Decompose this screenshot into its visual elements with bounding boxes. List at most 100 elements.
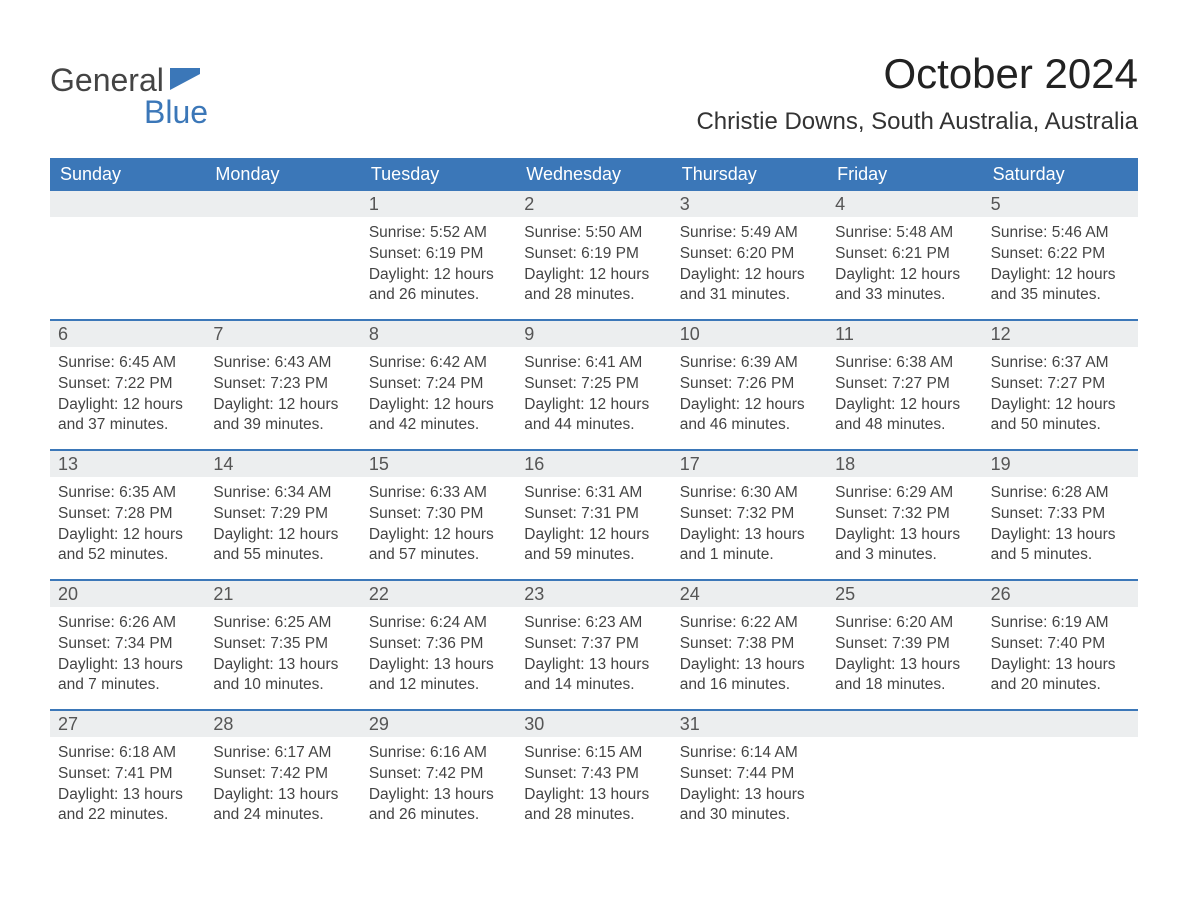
week-row: 1Sunrise: 5:52 AMSunset: 6:19 PMDaylight… xyxy=(50,191,1138,319)
day-content: Sunrise: 6:17 AMSunset: 7:42 PMDaylight:… xyxy=(205,737,360,833)
day-number: 28 xyxy=(205,711,360,737)
logo: General Blue xyxy=(50,50,200,99)
sunrise-text: Sunrise: 6:14 AM xyxy=(680,743,819,763)
sunset-text: Sunset: 7:31 PM xyxy=(524,504,663,524)
sunset-text: Sunset: 7:27 PM xyxy=(991,374,1130,394)
sunset-text: Sunset: 7:41 PM xyxy=(58,764,197,784)
sunrise-text: Sunrise: 6:22 AM xyxy=(680,613,819,633)
day-number: 16 xyxy=(516,451,671,477)
sunrise-text: Sunrise: 6:16 AM xyxy=(369,743,508,763)
sunset-text: Sunset: 6:19 PM xyxy=(369,244,508,264)
daylight-text: Daylight: 13 hours and 24 minutes. xyxy=(213,785,352,825)
sunset-text: Sunset: 7:30 PM xyxy=(369,504,508,524)
daylight-text: Daylight: 12 hours and 42 minutes. xyxy=(369,395,508,435)
calendar: SundayMondayTuesdayWednesdayThursdayFrid… xyxy=(50,158,1138,839)
day-number xyxy=(983,711,1138,737)
sunset-text: Sunset: 6:22 PM xyxy=(991,244,1130,264)
day-header-row: SundayMondayTuesdayWednesdayThursdayFrid… xyxy=(50,158,1138,191)
sunrise-text: Sunrise: 6:38 AM xyxy=(835,353,974,373)
sunset-text: Sunset: 7:44 PM xyxy=(680,764,819,784)
sunrise-text: Sunrise: 6:29 AM xyxy=(835,483,974,503)
day-number: 20 xyxy=(50,581,205,607)
sunset-text: Sunset: 7:32 PM xyxy=(680,504,819,524)
day-cell: 20Sunrise: 6:26 AMSunset: 7:34 PMDayligh… xyxy=(50,581,205,709)
day-number: 9 xyxy=(516,321,671,347)
day-number: 22 xyxy=(361,581,516,607)
day-cell: 22Sunrise: 6:24 AMSunset: 7:36 PMDayligh… xyxy=(361,581,516,709)
logo-flag-icon xyxy=(170,68,200,90)
day-content: Sunrise: 6:23 AMSunset: 7:37 PMDaylight:… xyxy=(516,607,671,703)
daylight-text: Daylight: 12 hours and 57 minutes. xyxy=(369,525,508,565)
week-row: 6Sunrise: 6:45 AMSunset: 7:22 PMDaylight… xyxy=(50,319,1138,449)
sunrise-text: Sunrise: 6:39 AM xyxy=(680,353,819,373)
sunset-text: Sunset: 7:42 PM xyxy=(369,764,508,784)
sunrise-text: Sunrise: 6:20 AM xyxy=(835,613,974,633)
sunrise-text: Sunrise: 6:41 AM xyxy=(524,353,663,373)
day-number: 3 xyxy=(672,191,827,217)
day-content: Sunrise: 6:14 AMSunset: 7:44 PMDaylight:… xyxy=(672,737,827,833)
day-cell: 17Sunrise: 6:30 AMSunset: 7:32 PMDayligh… xyxy=(672,451,827,579)
daylight-text: Daylight: 13 hours and 3 minutes. xyxy=(835,525,974,565)
day-cell xyxy=(983,711,1138,839)
sunrise-text: Sunrise: 5:49 AM xyxy=(680,223,819,243)
daylight-text: Daylight: 13 hours and 26 minutes. xyxy=(369,785,508,825)
sunrise-text: Sunrise: 6:45 AM xyxy=(58,353,197,373)
daylight-text: Daylight: 12 hours and 50 minutes. xyxy=(991,395,1130,435)
day-cell: 24Sunrise: 6:22 AMSunset: 7:38 PMDayligh… xyxy=(672,581,827,709)
daylight-text: Daylight: 13 hours and 18 minutes. xyxy=(835,655,974,695)
sunset-text: Sunset: 7:43 PM xyxy=(524,764,663,784)
daylight-text: Daylight: 13 hours and 5 minutes. xyxy=(991,525,1130,565)
day-content: Sunrise: 6:31 AMSunset: 7:31 PMDaylight:… xyxy=(516,477,671,573)
day-content: Sunrise: 6:45 AMSunset: 7:22 PMDaylight:… xyxy=(50,347,205,443)
sunrise-text: Sunrise: 6:25 AM xyxy=(213,613,352,633)
day-content: Sunrise: 6:20 AMSunset: 7:39 PMDaylight:… xyxy=(827,607,982,703)
day-cell: 31Sunrise: 6:14 AMSunset: 7:44 PMDayligh… xyxy=(672,711,827,839)
sunset-text: Sunset: 7:38 PM xyxy=(680,634,819,654)
day-number: 2 xyxy=(516,191,671,217)
day-content: Sunrise: 6:16 AMSunset: 7:42 PMDaylight:… xyxy=(361,737,516,833)
sunset-text: Sunset: 7:28 PM xyxy=(58,504,197,524)
day-number: 26 xyxy=(983,581,1138,607)
day-content: Sunrise: 6:34 AMSunset: 7:29 PMDaylight:… xyxy=(205,477,360,573)
sunrise-text: Sunrise: 6:17 AM xyxy=(213,743,352,763)
day-number: 14 xyxy=(205,451,360,477)
day-cell: 28Sunrise: 6:17 AMSunset: 7:42 PMDayligh… xyxy=(205,711,360,839)
day-number: 31 xyxy=(672,711,827,737)
day-cell: 16Sunrise: 6:31 AMSunset: 7:31 PMDayligh… xyxy=(516,451,671,579)
sunrise-text: Sunrise: 6:33 AM xyxy=(369,483,508,503)
day-cell: 29Sunrise: 6:16 AMSunset: 7:42 PMDayligh… xyxy=(361,711,516,839)
sunrise-text: Sunrise: 6:30 AM xyxy=(680,483,819,503)
sunrise-text: Sunrise: 5:48 AM xyxy=(835,223,974,243)
day-cell: 13Sunrise: 6:35 AMSunset: 7:28 PMDayligh… xyxy=(50,451,205,579)
daylight-text: Daylight: 13 hours and 28 minutes. xyxy=(524,785,663,825)
day-number: 5 xyxy=(983,191,1138,217)
day-content: Sunrise: 5:50 AMSunset: 6:19 PMDaylight:… xyxy=(516,217,671,313)
day-cell: 30Sunrise: 6:15 AMSunset: 7:43 PMDayligh… xyxy=(516,711,671,839)
day-cell: 2Sunrise: 5:50 AMSunset: 6:19 PMDaylight… xyxy=(516,191,671,319)
day-content: Sunrise: 6:18 AMSunset: 7:41 PMDaylight:… xyxy=(50,737,205,833)
day-cell: 9Sunrise: 6:41 AMSunset: 7:25 PMDaylight… xyxy=(516,321,671,449)
day-header: Saturday xyxy=(983,158,1138,191)
daylight-text: Daylight: 13 hours and 22 minutes. xyxy=(58,785,197,825)
daylight-text: Daylight: 12 hours and 48 minutes. xyxy=(835,395,974,435)
day-cell: 15Sunrise: 6:33 AMSunset: 7:30 PMDayligh… xyxy=(361,451,516,579)
day-content: Sunrise: 6:26 AMSunset: 7:34 PMDaylight:… xyxy=(50,607,205,703)
day-number xyxy=(50,191,205,217)
day-number: 29 xyxy=(361,711,516,737)
day-cell: 7Sunrise: 6:43 AMSunset: 7:23 PMDaylight… xyxy=(205,321,360,449)
daylight-text: Daylight: 12 hours and 26 minutes. xyxy=(369,265,508,305)
day-header: Monday xyxy=(205,158,360,191)
day-header: Wednesday xyxy=(516,158,671,191)
day-cell: 25Sunrise: 6:20 AMSunset: 7:39 PMDayligh… xyxy=(827,581,982,709)
day-cell: 27Sunrise: 6:18 AMSunset: 7:41 PMDayligh… xyxy=(50,711,205,839)
sunset-text: Sunset: 7:32 PM xyxy=(835,504,974,524)
daylight-text: Daylight: 13 hours and 20 minutes. xyxy=(991,655,1130,695)
sunrise-text: Sunrise: 6:42 AM xyxy=(369,353,508,373)
sunrise-text: Sunrise: 6:15 AM xyxy=(524,743,663,763)
day-cell xyxy=(50,191,205,319)
daylight-text: Daylight: 12 hours and 35 minutes. xyxy=(991,265,1130,305)
day-content: Sunrise: 6:29 AMSunset: 7:32 PMDaylight:… xyxy=(827,477,982,573)
logo-text-2: Blue xyxy=(144,94,208,130)
day-cell: 8Sunrise: 6:42 AMSunset: 7:24 PMDaylight… xyxy=(361,321,516,449)
day-number: 25 xyxy=(827,581,982,607)
